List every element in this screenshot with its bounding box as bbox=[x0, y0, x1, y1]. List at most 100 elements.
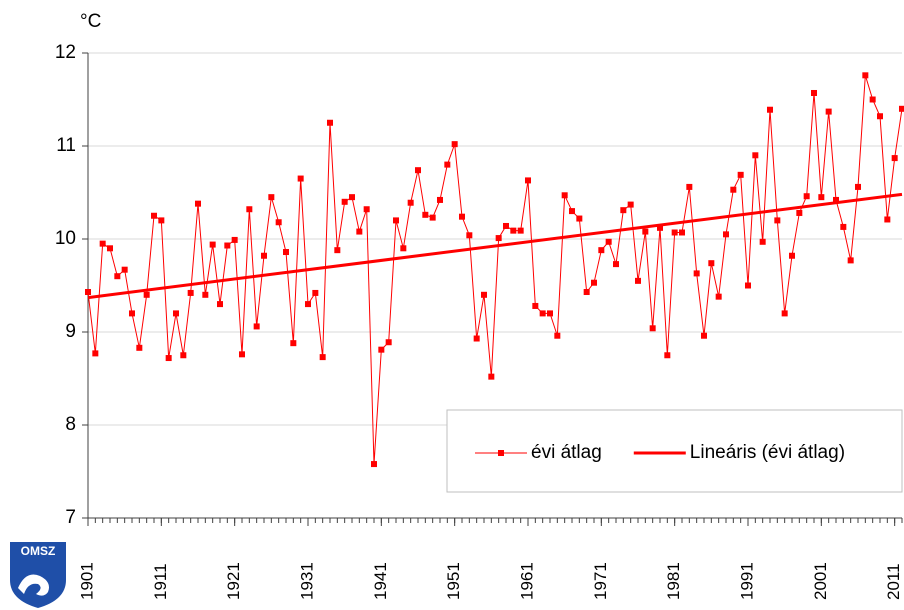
data-point bbox=[517, 227, 524, 234]
data-point bbox=[576, 215, 583, 222]
data-point bbox=[473, 335, 480, 342]
data-point bbox=[811, 89, 817, 96]
data-point bbox=[495, 235, 502, 242]
data-point bbox=[840, 223, 847, 230]
legend-label: évi átlag bbox=[531, 442, 602, 463]
trend-line bbox=[87, 192, 903, 300]
data-point bbox=[833, 196, 839, 203]
data-point bbox=[437, 196, 443, 203]
data-point bbox=[393, 217, 399, 224]
x-tick-label: 1951 bbox=[444, 562, 463, 600]
data-point bbox=[679, 229, 685, 236]
data-point bbox=[613, 261, 619, 268]
logo: OMSZ bbox=[10, 542, 66, 608]
data-point bbox=[693, 270, 700, 277]
x-tick-label: 1981 bbox=[664, 562, 683, 600]
data-point bbox=[107, 245, 113, 252]
data-point bbox=[737, 171, 744, 178]
data-point bbox=[444, 161, 451, 168]
data-point bbox=[92, 350, 99, 357]
data-point bbox=[899, 105, 904, 112]
data-point bbox=[231, 236, 238, 243]
data-point bbox=[121, 266, 128, 273]
data-point bbox=[789, 252, 795, 259]
data-point bbox=[664, 352, 671, 359]
data-point bbox=[459, 213, 465, 220]
data-point bbox=[143, 291, 150, 298]
data-point bbox=[481, 291, 487, 298]
x-tick-label: 1911 bbox=[151, 563, 170, 600]
data-point bbox=[635, 277, 641, 284]
data-point bbox=[356, 228, 363, 235]
x-tick-label: 1961 bbox=[517, 562, 536, 600]
data-point bbox=[165, 355, 172, 362]
data-point bbox=[752, 152, 759, 159]
data-point bbox=[774, 217, 781, 224]
data-point bbox=[532, 302, 539, 309]
data-point bbox=[759, 238, 766, 245]
data-point bbox=[877, 113, 883, 120]
data-point bbox=[407, 199, 414, 206]
logo-text: OMSZ bbox=[21, 544, 56, 558]
data-point bbox=[642, 228, 649, 235]
data-point bbox=[114, 273, 121, 280]
data-point bbox=[539, 310, 546, 317]
data-point bbox=[363, 206, 370, 213]
y-tick-label: 7 bbox=[65, 507, 76, 528]
data-point bbox=[429, 214, 436, 221]
x-tick-label: 1941 bbox=[371, 562, 390, 600]
x-tick-label: 1921 bbox=[224, 562, 243, 600]
data-point bbox=[341, 198, 348, 205]
data-point bbox=[715, 293, 722, 300]
data-point bbox=[620, 207, 627, 214]
data-point bbox=[503, 222, 509, 229]
data-point bbox=[385, 339, 392, 346]
data-point bbox=[371, 461, 377, 468]
data-point bbox=[818, 194, 825, 201]
data-point bbox=[488, 373, 495, 380]
legend-marker bbox=[498, 450, 504, 456]
data-point bbox=[187, 289, 194, 296]
y-tick-label: 9 bbox=[65, 321, 76, 342]
data-point bbox=[224, 242, 231, 249]
data-point bbox=[327, 119, 333, 126]
data-point bbox=[583, 289, 590, 296]
data-point bbox=[701, 332, 707, 339]
y-tick-label: 8 bbox=[65, 414, 76, 435]
data-point bbox=[209, 241, 216, 248]
data-point bbox=[649, 325, 656, 332]
data-point bbox=[202, 291, 209, 298]
data-point bbox=[862, 72, 869, 79]
data-point bbox=[319, 354, 326, 361]
y-tick-label: 11 bbox=[56, 135, 76, 156]
x-tick-label: 1901 bbox=[77, 562, 96, 600]
legend-label: Lineáris (évi átlag) bbox=[690, 442, 845, 463]
data-point bbox=[305, 301, 311, 308]
data-point bbox=[85, 289, 91, 296]
data-line bbox=[87, 75, 903, 465]
data-point bbox=[195, 200, 201, 207]
data-point bbox=[598, 247, 605, 254]
data-point bbox=[158, 217, 165, 224]
data-point bbox=[422, 211, 429, 218]
data-point bbox=[136, 344, 143, 351]
data-point bbox=[173, 310, 179, 317]
data-point bbox=[400, 245, 407, 252]
data-point bbox=[129, 310, 135, 317]
data-point bbox=[686, 183, 693, 190]
x-tick-label: 1991 bbox=[737, 562, 756, 600]
data-point bbox=[151, 212, 157, 219]
data-point bbox=[591, 279, 597, 286]
data-point bbox=[349, 194, 355, 201]
logo-wave bbox=[18, 574, 49, 596]
data-point bbox=[803, 193, 810, 200]
data-point bbox=[451, 141, 458, 148]
data-point bbox=[261, 252, 267, 259]
data-point bbox=[627, 201, 634, 208]
data-point bbox=[290, 340, 297, 347]
x-tick-label: 2001 bbox=[811, 562, 830, 600]
data-point bbox=[745, 282, 751, 289]
legend: évi átlag Lineáris (évi átlag) bbox=[446, 409, 903, 493]
